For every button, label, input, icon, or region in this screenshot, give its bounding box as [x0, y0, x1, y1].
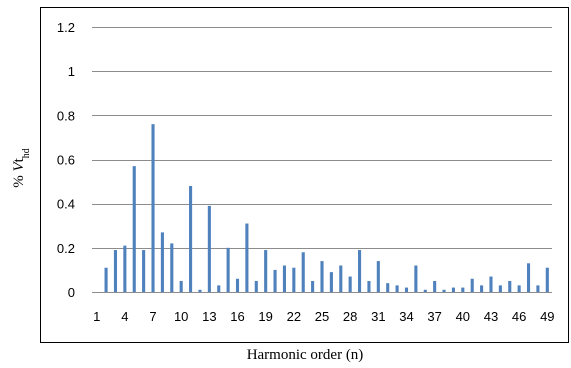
- x-tick-label: 28: [343, 309, 357, 324]
- bar-h31: [376, 261, 380, 292]
- bar-h46: [517, 285, 521, 293]
- x-tick-label: 46: [512, 309, 526, 324]
- bar-h19: [264, 250, 268, 292]
- bar-h10: [179, 280, 183, 292]
- bar-h17: [245, 223, 249, 292]
- bar-h42: [480, 285, 484, 293]
- ylabel-subscript: hd: [21, 148, 32, 158]
- y-tick-label: 0.2: [57, 241, 75, 256]
- bar-h16: [235, 278, 240, 292]
- x-tick-label: 19: [258, 309, 272, 324]
- x-tick-label: 49: [540, 309, 554, 324]
- bar-h30: [367, 280, 371, 292]
- bar-h28: [348, 276, 352, 292]
- x-tick-label: 25: [315, 309, 329, 324]
- ylabel-prefix: %: [11, 172, 27, 188]
- bar-h47: [526, 263, 531, 292]
- bar-h37: [433, 280, 437, 292]
- bar-h45: [508, 280, 512, 292]
- bar-h25: [320, 261, 324, 292]
- x-tick-label: 34: [399, 309, 413, 324]
- bar-h49: [545, 267, 549, 292]
- plot-frame: [40, 7, 569, 343]
- bar-h2: [104, 267, 108, 292]
- y-tick-label: 0.8: [57, 108, 75, 123]
- y-tick-label: 1: [68, 64, 75, 79]
- bar-h8: [160, 232, 164, 293]
- bar-h32: [386, 283, 390, 292]
- bar-h12: [198, 289, 202, 292]
- y-axis-title: % Vthd: [11, 148, 32, 188]
- bar-h38: [442, 289, 446, 292]
- bar-h39: [451, 287, 455, 292]
- bar-h5: [132, 166, 136, 293]
- x-tick-label: 37: [427, 309, 441, 324]
- bar-h40: [461, 287, 465, 292]
- bar-h7: [151, 124, 155, 292]
- y-tick-label: 0: [68, 285, 75, 300]
- bar-h36: [423, 289, 427, 292]
- x-tick-label: 43: [484, 309, 498, 324]
- x-tick-label: 7: [149, 309, 156, 324]
- x-tick-label: 4: [121, 309, 128, 324]
- bar-h18: [254, 280, 258, 292]
- x-axis-title: Harmonic order (n): [247, 347, 364, 363]
- bar-h48: [536, 285, 540, 293]
- ylabel-variable: V: [11, 161, 27, 172]
- x-tick-label: 10: [174, 309, 188, 324]
- bar-h22: [292, 267, 296, 292]
- bar-h44: [498, 285, 502, 293]
- y-tick-label: 1.2: [57, 20, 75, 35]
- bar-h9: [170, 243, 174, 292]
- bar-h23: [301, 252, 305, 292]
- bar-h34: [404, 287, 409, 292]
- y-tick-label: 0.4: [57, 197, 75, 212]
- x-tick-label: 31: [371, 309, 385, 324]
- bar-h14: [217, 285, 221, 293]
- ylabel-main: t: [11, 157, 27, 162]
- y-tick-labels: 0 0.2 0.4 0.6 0.8 1 1.2: [57, 20, 75, 300]
- x-tick-labels: 1 4 7 10 13 16 19 22 25 28 31 34 37 40 43 46 49: [93, 309, 554, 324]
- x-tick-label: 40: [456, 309, 470, 324]
- bar-h24: [311, 280, 315, 292]
- bar-h35: [414, 265, 418, 292]
- x-tick-label: 13: [202, 309, 216, 324]
- bar-h3: [113, 250, 118, 292]
- bar-h13: [207, 205, 211, 293]
- bar-h15: [226, 247, 230, 292]
- bar-h41: [470, 278, 474, 292]
- bar-h6: [142, 250, 146, 292]
- bar-h43: [489, 276, 493, 292]
- bar-h4: [123, 245, 127, 293]
- bar-h29: [358, 250, 362, 292]
- bar-h21: [282, 265, 286, 292]
- bar-h20: [273, 269, 277, 292]
- bar-series: [104, 124, 549, 293]
- bar-h33: [395, 285, 399, 293]
- x-tick-label: 22: [287, 309, 301, 324]
- y-gridlines: [92, 27, 552, 249]
- x-tick-label: 1: [93, 309, 100, 324]
- y-tick-label: 0.6: [57, 153, 75, 168]
- bar-h11: [189, 186, 193, 292]
- bar-h26: [329, 272, 333, 293]
- x-tick-label: 16: [230, 309, 244, 324]
- bar-h27: [339, 265, 343, 292]
